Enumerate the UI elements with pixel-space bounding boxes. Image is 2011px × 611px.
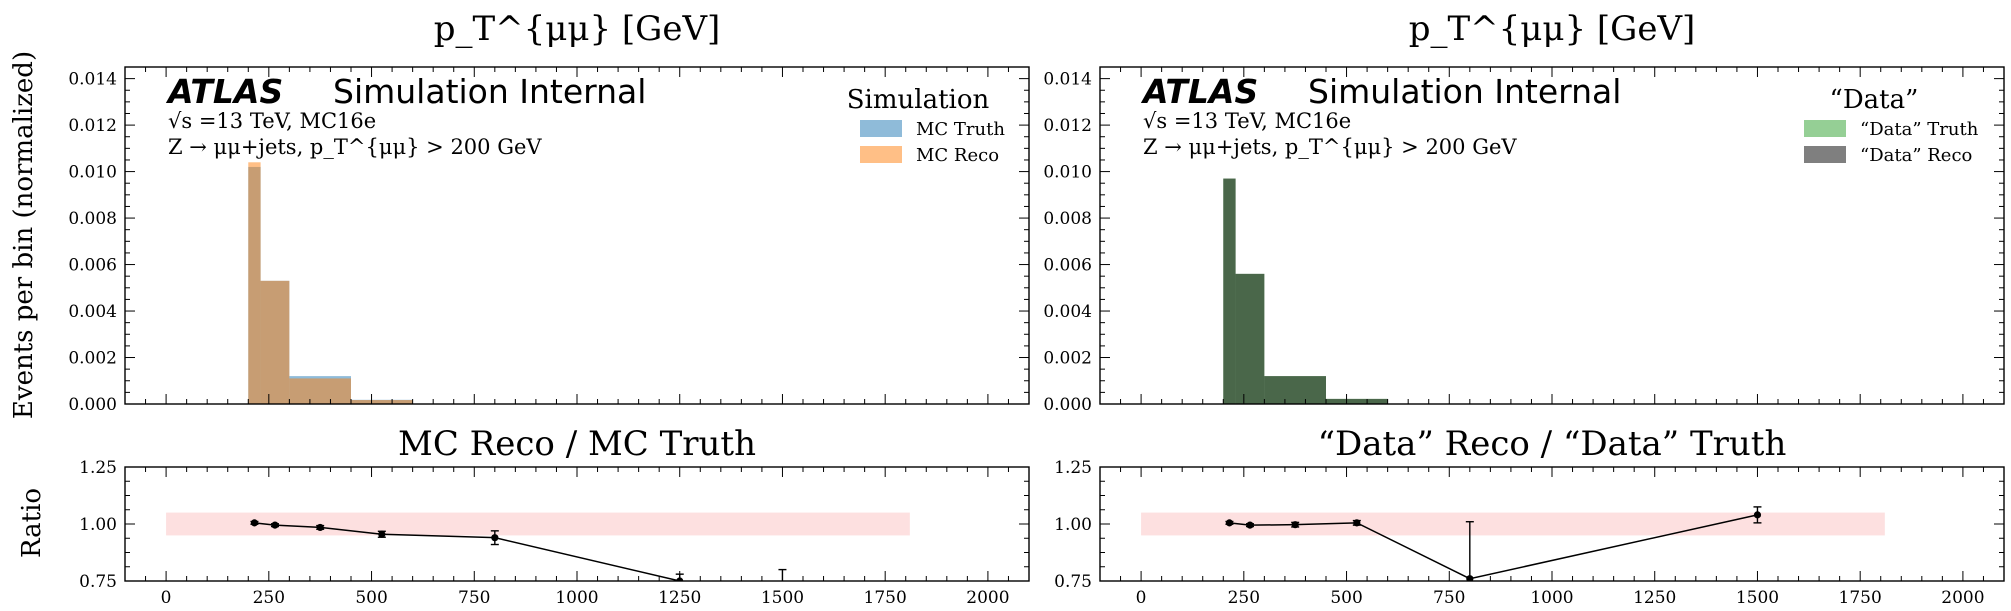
legend-label: MC Truth (916, 119, 1005, 140)
atlas-suffix: Simulation Internal (1308, 72, 1621, 111)
y-tick-label: 0.002 (1043, 349, 1092, 369)
x-tick-label: 750 (1433, 588, 1465, 608)
x-tick-label: 1000 (555, 588, 598, 608)
data-point (316, 523, 324, 532)
legend: “Data” “Data” Truth “Data” Reco (1804, 85, 1979, 166)
y-tick-label: 1.00 (1054, 515, 1092, 535)
legend-label: MC Reco (916, 145, 999, 166)
y-tick-label: 0.014 (1043, 70, 1092, 90)
y-tick-label: 0.000 (68, 395, 117, 415)
histogram-bar (248, 162, 261, 404)
histogram-bar (260, 280, 290, 404)
y-tick-label: 0.008 (1043, 209, 1092, 229)
histogram-bar (1223, 178, 1236, 404)
y-tick-label: 0.010 (1043, 163, 1092, 183)
y-tick-label: 0.008 (68, 209, 117, 229)
panel-bottom-right: “Data” Reco / “Data” Truth 0 250 500 750 100… (1054, 424, 2005, 608)
legend-swatch (860, 146, 902, 163)
x-tick-label: 1000 (1530, 588, 1573, 608)
y-tick-label: 0.002 (68, 349, 117, 369)
panel-title: p_T^{μμ} [GeV] (434, 9, 721, 49)
x-tick-label: 750 (458, 588, 490, 608)
info-line-1: √s =13 TeV, MC16e (168, 109, 376, 133)
y-tick-label: 0.012 (1043, 116, 1092, 136)
panel-title: p_T^{μμ} [GeV] (1409, 9, 1696, 49)
x-tick-label: 250 (1228, 588, 1260, 608)
y-tick-label: 1.25 (1054, 458, 1092, 478)
x-tick-label: 1250 (658, 588, 701, 608)
data-point (1225, 519, 1234, 527)
histogram-bar (1326, 398, 1388, 404)
histogram-bar (1235, 273, 1265, 404)
atlas-label-group: ATLAS Simulation Internal √s =13 TeV, MC… (165, 72, 646, 159)
data-point (250, 519, 259, 527)
data-point (378, 530, 386, 538)
x-tick-label: 0 (1136, 588, 1147, 608)
y-tick-label: 0.012 (68, 116, 117, 136)
histogram-bar (351, 400, 413, 404)
y-tick-label: 1.00 (79, 515, 117, 535)
y-tick-label: 0.014 (68, 70, 117, 90)
ylabel-bottom: Ratio (17, 488, 47, 558)
atlas-logo-text: ATLAS (1140, 72, 1258, 111)
y-tick-label: 0.75 (1054, 572, 1092, 592)
plot-area (166, 512, 910, 581)
ratio-title: MC Reco / MC Truth (398, 424, 756, 464)
y-tick-label: 0.010 (68, 163, 117, 183)
legend-title: “Data” (1830, 85, 1919, 115)
panel-top-left: p_T^{μμ} [GeV] 0.000 0.002 0.004 0.006 0.008… (68, 9, 1030, 415)
panel-bottom-left: MC Reco / MC Truth 0 250 500 750 1000 1250 150… (79, 424, 1030, 608)
y-tick-label: 0.004 (68, 302, 117, 322)
plot-area (1223, 178, 1388, 404)
data-point (1291, 521, 1299, 529)
x-tick-label: 1250 (1633, 588, 1676, 608)
legend: Simulation MC Truth MC Reco (847, 85, 1006, 166)
data-point (271, 521, 279, 529)
x-tick-label: 1500 (1736, 588, 1779, 608)
data-point (1246, 521, 1254, 529)
y-tick-label: 0.75 (79, 572, 117, 592)
legend-swatch (1804, 146, 1846, 163)
x-tick-label: 1750 (864, 588, 907, 608)
histogram-bar (289, 378, 351, 404)
y-tick-label: 0.000 (1043, 395, 1092, 415)
x-tick-label: 1500 (761, 588, 804, 608)
atlas-logo-text: ATLAS (165, 72, 283, 111)
atlas-label-group: ATLAS Simulation Internal √s =13 TeV, MC… (1140, 72, 1621, 159)
x-tick-label: 2000 (966, 588, 1009, 608)
info-line-2: Z → μμ+jets, p_T^{μμ} > 200 GeV (168, 135, 542, 159)
plot-area (1141, 506, 1885, 581)
plot-area (248, 162, 413, 404)
y-tick-label: 1.25 (79, 458, 117, 478)
atlas-suffix: Simulation Internal (333, 72, 646, 111)
x-tick-label: 500 (1330, 588, 1362, 608)
histogram-bar (1264, 376, 1326, 404)
x-tick-label: 1750 (1839, 588, 1882, 608)
ylabel-top: Events per bin (normalized) (9, 51, 39, 419)
ratio-title: “Data” Reco / “Data” Truth (1318, 424, 1787, 464)
legend-title: Simulation (847, 85, 990, 115)
legend-label: “Data” Truth (1860, 119, 1979, 140)
legend-label: “Data” Reco (1860, 145, 1972, 166)
x-tick-label: 500 (355, 588, 387, 608)
x-tick-label: 250 (253, 588, 285, 608)
x-tick-label: 2000 (1941, 588, 1984, 608)
panel-top-right: p_T^{μμ} [GeV] 0.000 0.002 0.004 0.006 0.008… (1043, 9, 2005, 415)
info-line-2: Z → μμ+jets, p_T^{μμ} > 200 GeV (1143, 135, 1517, 159)
data-point (491, 534, 499, 542)
x-tick-label: 0 (161, 588, 172, 608)
legend-swatch (1804, 120, 1846, 137)
info-line-1: √s =13 TeV, MC16e (1143, 109, 1351, 133)
y-tick-label: 0.006 (68, 256, 117, 276)
y-tick-label: 0.006 (1043, 256, 1092, 276)
uncertainty-band (166, 512, 910, 536)
y-tick-label: 0.004 (1043, 302, 1092, 322)
data-point (1753, 511, 1762, 519)
legend-swatch (860, 120, 902, 137)
uncertainty-band (1141, 512, 1885, 536)
data-point (1353, 519, 1361, 527)
